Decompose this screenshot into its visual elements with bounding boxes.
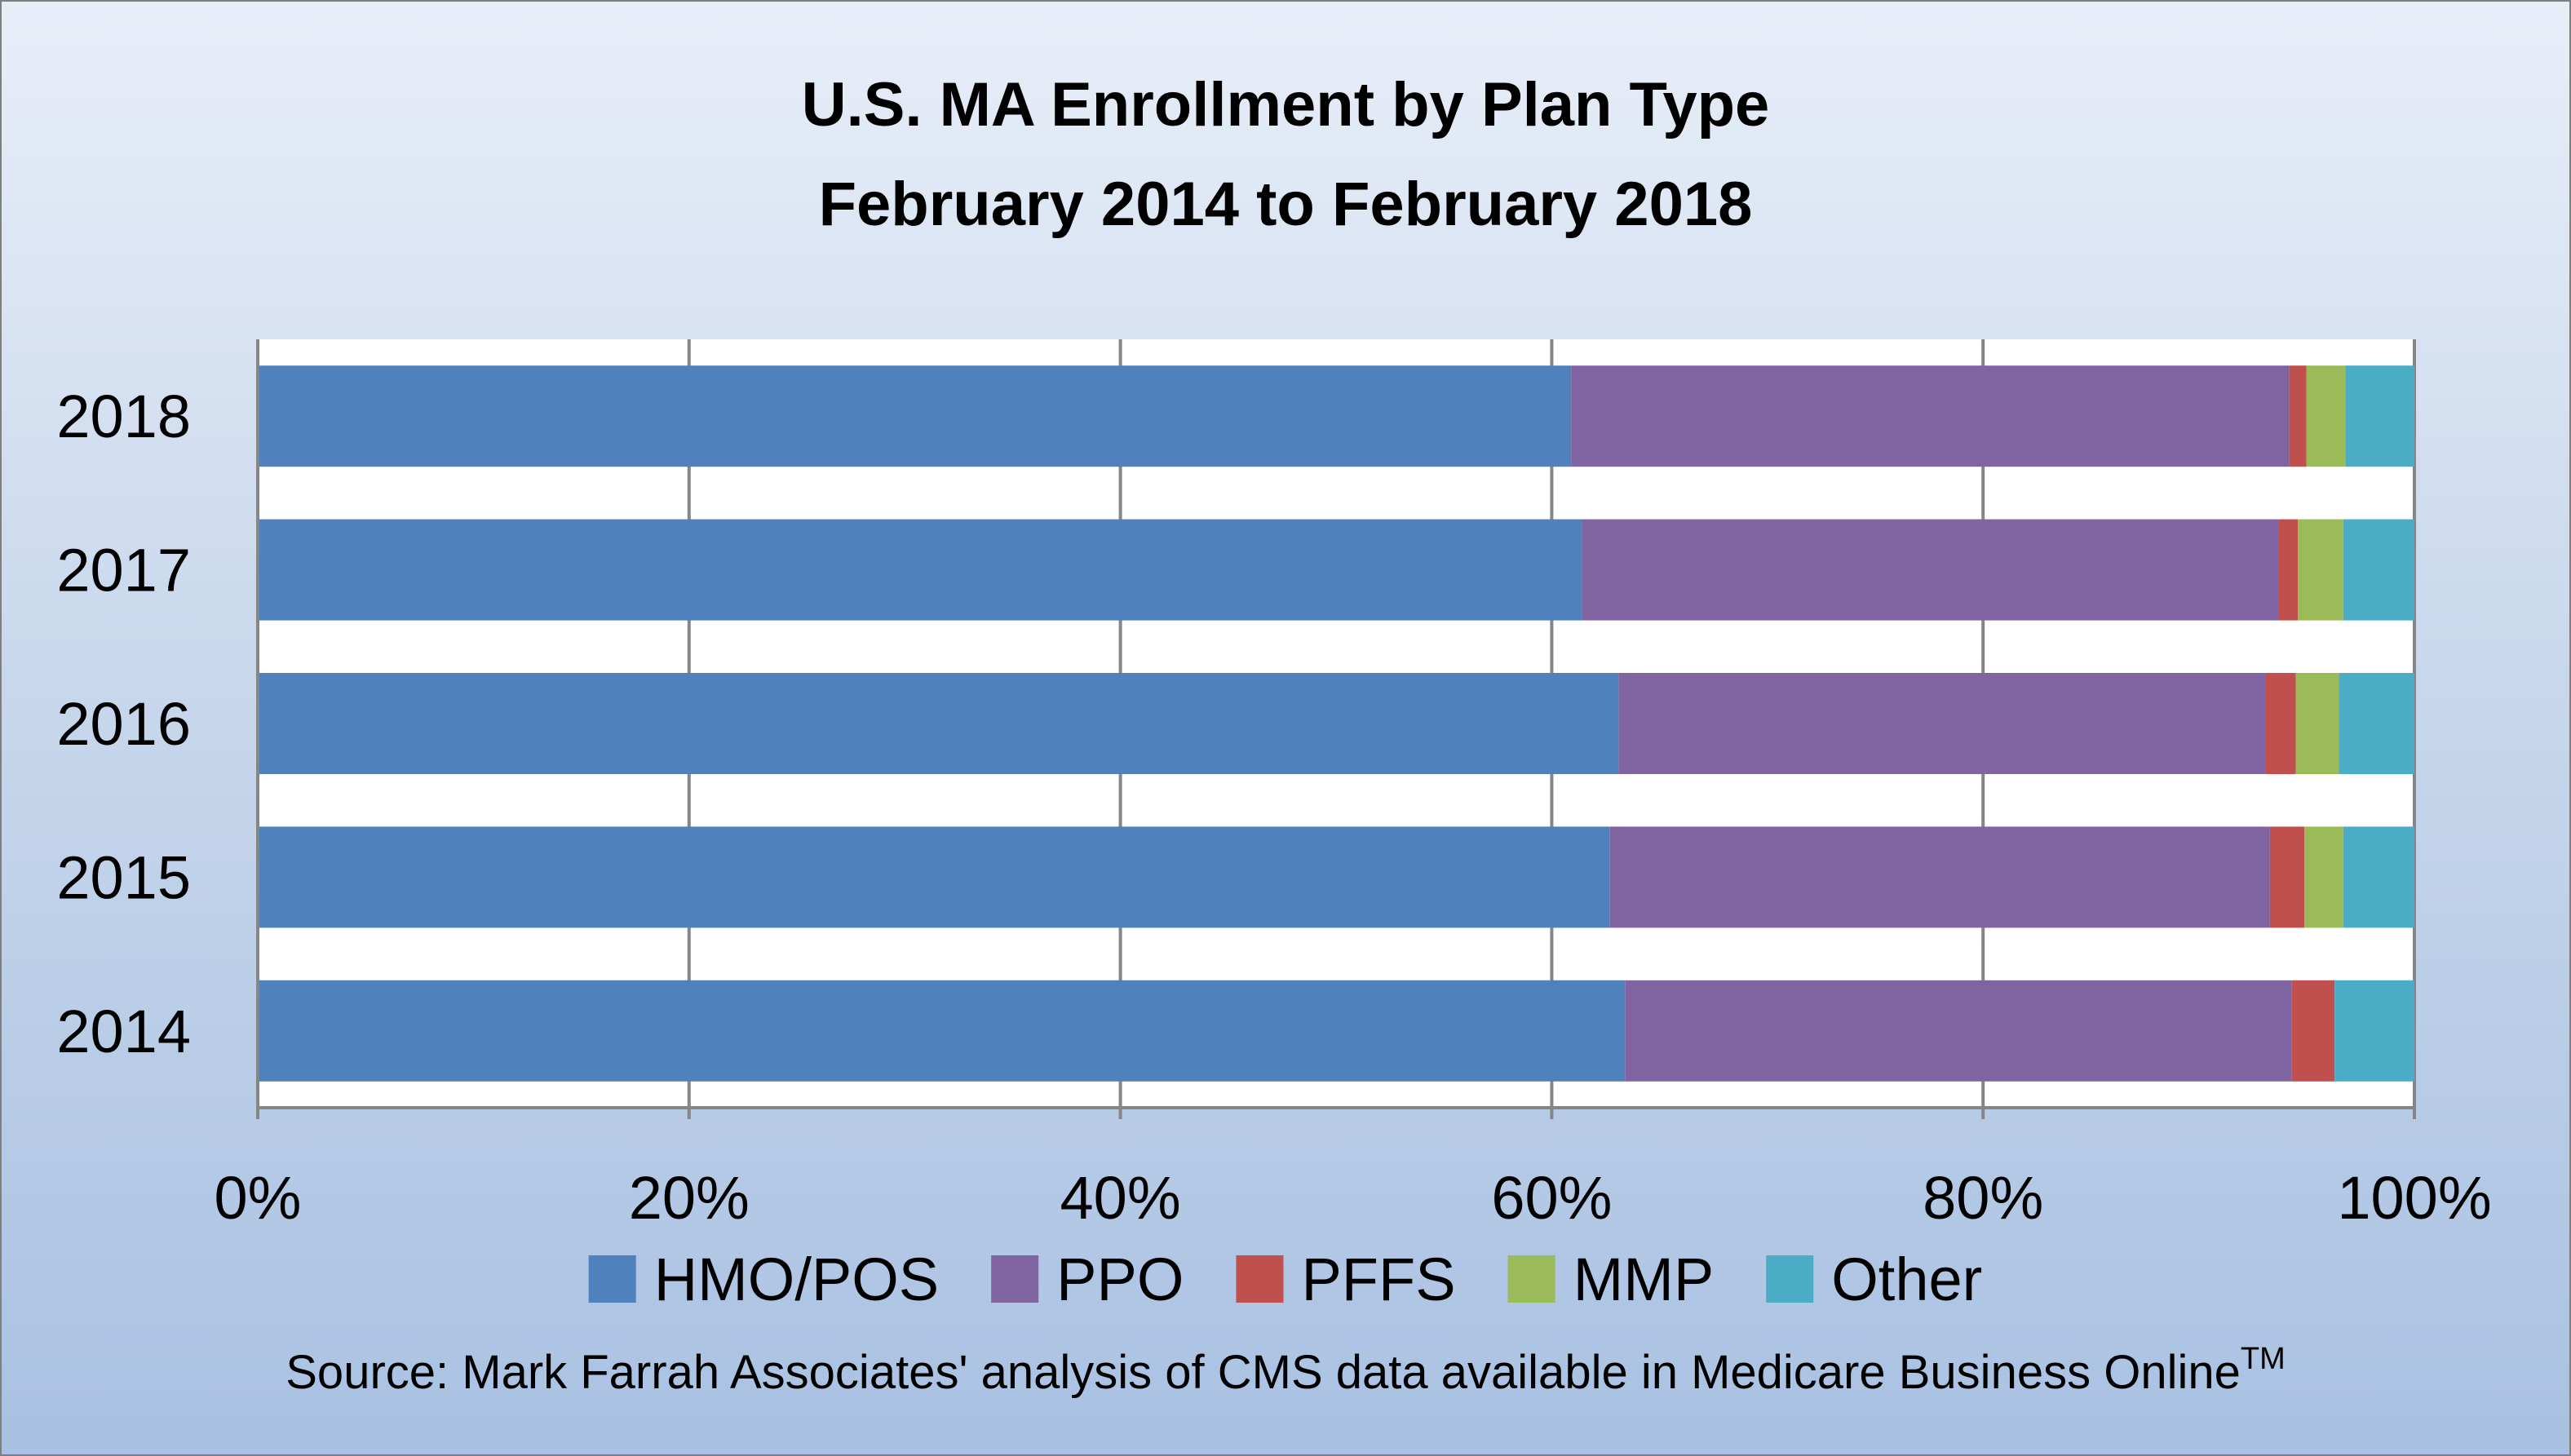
bar-hmo-pos-2015: [258, 826, 1610, 928]
y-tick-label: 2016: [56, 690, 191, 758]
x-tick-label: 60%: [1491, 1164, 1612, 1232]
x-tick-label: 80%: [1923, 1164, 2043, 1232]
bar-ppo-2017: [1582, 519, 2279, 621]
legend: HMO/POS PPO PFFS MMP Other: [588, 1246, 1982, 1313]
bar-hmo-pos-2017: [258, 519, 1582, 621]
y-tick-label: 2018: [56, 383, 191, 450]
x-tick-label: 40%: [1060, 1164, 1181, 1232]
legend-swatch-ppo: [991, 1255, 1039, 1303]
legend-swatch-mmp: [1507, 1255, 1555, 1303]
bar-other-2018: [2345, 365, 2414, 467]
bar-ppo-2014: [1625, 980, 2292, 1082]
bar-other-2016: [2339, 673, 2414, 774]
bar-ppo-2015: [1609, 826, 2270, 928]
bar-pffs-2016: [2265, 673, 2296, 774]
legend-swatch-pffs: [1236, 1255, 1284, 1303]
x-tick-labels: 0% 20% 40% 60% 80% 100%: [215, 1164, 2492, 1232]
axes: [256, 339, 2416, 1119]
chart-title-line-2: February 2014 to February 2018: [819, 170, 1753, 239]
bar-hmo-pos-2018: [258, 365, 1572, 467]
legend-label-other: Other: [1831, 1246, 1982, 1313]
bar-mmp-2015: [2304, 826, 2343, 928]
bar-other-2014: [2334, 980, 2414, 1082]
bar-hmo-pos-2014: [258, 980, 1626, 1082]
bar-other-2017: [2343, 519, 2414, 621]
bar-mmp-2018: [2306, 365, 2346, 467]
chart-title-line-1: U.S. MA Enrollment by Plan Type: [802, 70, 1770, 139]
bar-series: [258, 365, 2414, 1082]
bar-pffs-2017: [2278, 519, 2299, 621]
bar-mmp-2017: [2298, 519, 2343, 621]
legend-label-mmp: MMP: [1573, 1246, 1715, 1313]
bar-ppo-2016: [1618, 673, 2266, 774]
bar-ppo-2018: [1571, 365, 2290, 467]
legend-label-ppo: PPO: [1056, 1246, 1184, 1313]
source-superscript: TM: [2241, 1342, 2286, 1376]
x-tick-label: 20%: [629, 1164, 750, 1232]
legend-swatch-other: [1766, 1255, 1814, 1303]
bar-other-2015: [2343, 826, 2414, 928]
source-note: Source: Mark Farrah Associates' analysis…: [285, 1342, 2285, 1399]
bar-hmo-pos-2016: [258, 673, 1619, 774]
bar-pffs-2014: [2291, 980, 2335, 1082]
bar-mmp-2016: [2295, 673, 2339, 774]
y-tick-labels: 2018 2017 2016 2015 2014: [56, 383, 191, 1065]
x-tick-label: 100%: [2337, 1164, 2491, 1232]
source-text: Source: Mark Farrah Associates' analysis…: [285, 1346, 2241, 1399]
bar-pffs-2015: [2269, 826, 2305, 928]
legend-label-hmo-pos: HMO/POS: [654, 1246, 939, 1313]
x-tick-label: 0%: [215, 1164, 302, 1232]
bar-pffs-2018: [2289, 365, 2307, 467]
y-tick-label: 2014: [56, 998, 191, 1065]
y-tick-label: 2017: [56, 537, 191, 604]
legend-label-pffs: PFFS: [1301, 1246, 1455, 1313]
legend-swatch-hmo-pos: [588, 1255, 636, 1303]
y-tick-label: 2015: [56, 843, 191, 911]
